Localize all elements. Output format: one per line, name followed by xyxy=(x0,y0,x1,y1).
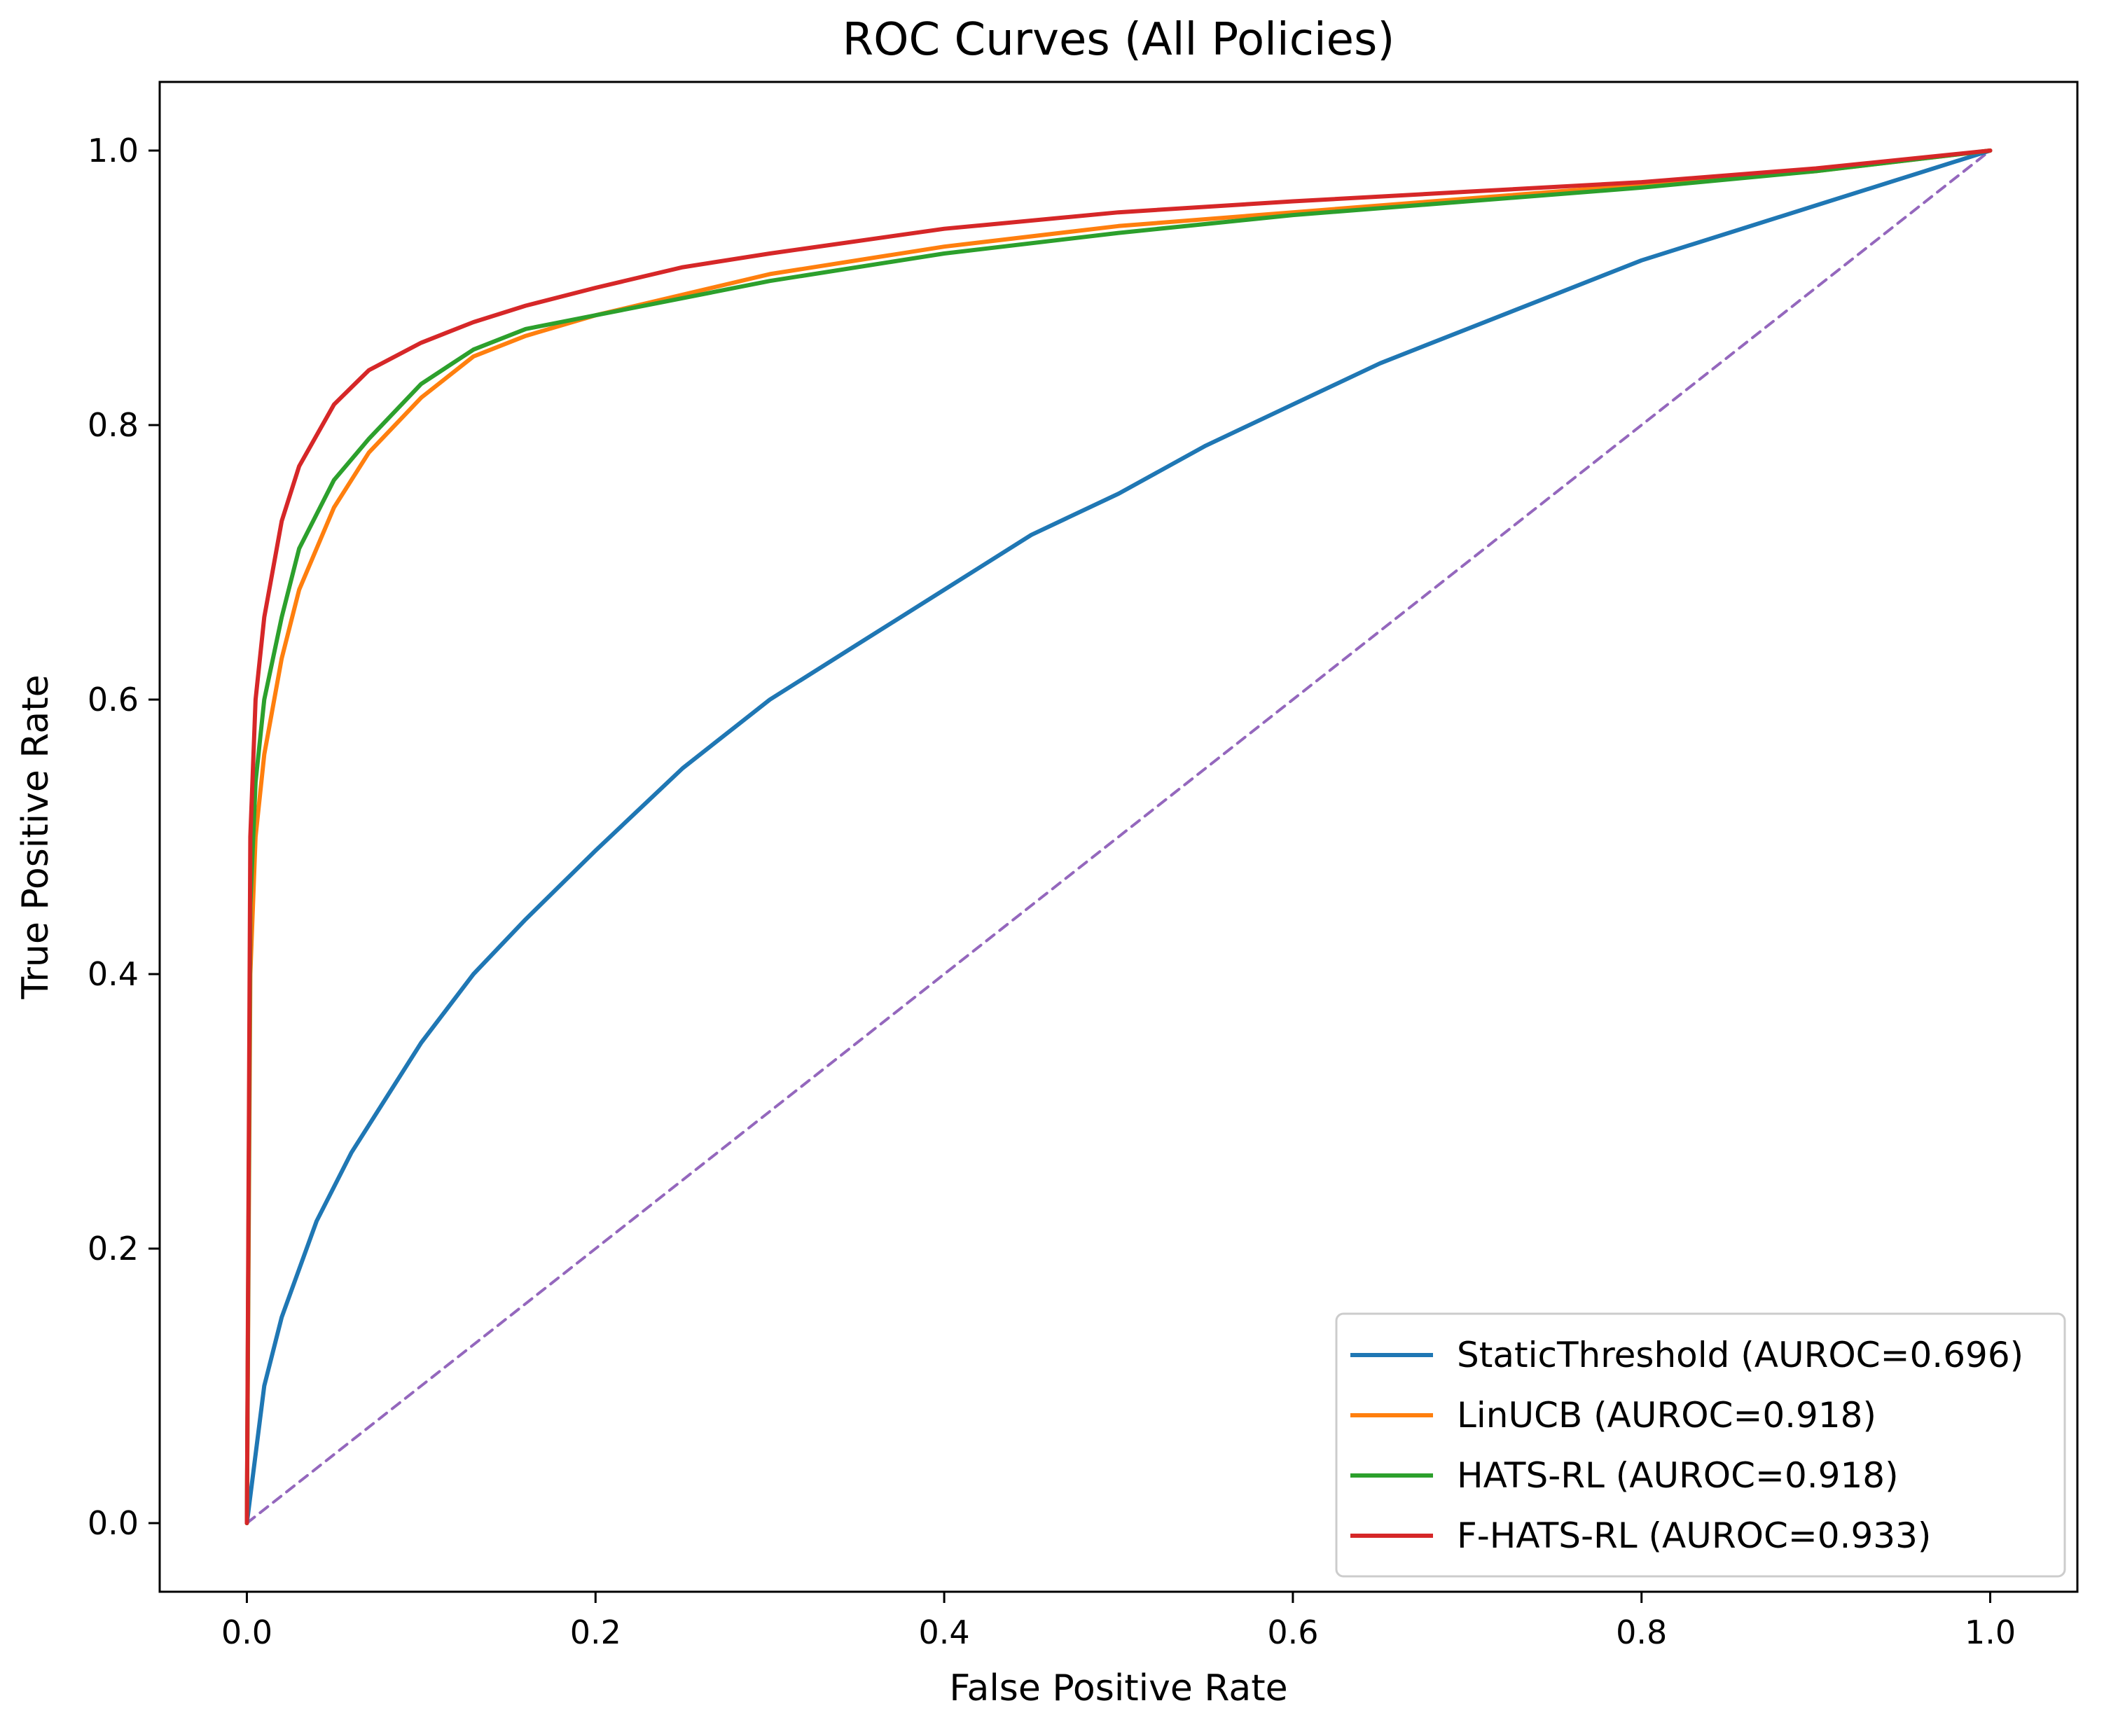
y-axis-label: True Positive Rate xyxy=(15,674,57,999)
x-tick-label: 1.0 xyxy=(1965,1613,2016,1651)
series-line-staticthreshold xyxy=(244,148,1993,1525)
y-tick-label: 0.4 xyxy=(88,955,139,993)
x-axis-label: False Positive Rate xyxy=(949,1667,1287,1709)
y-tick-label: 0.0 xyxy=(88,1504,139,1542)
legend: StaticThreshold (AUROC=0.696) LinUCB (AU… xyxy=(1335,1312,2066,1578)
y-axis: 0.0 0.2 0.4 0.6 0.8 1.0 xyxy=(88,132,160,1542)
y-tick-label: 1.0 xyxy=(88,132,139,169)
series-line-linucb xyxy=(244,148,1993,1525)
x-tick-label: 0.6 xyxy=(1267,1613,1318,1651)
legend-label-linucb: LinUCB (AUROC=0.918) xyxy=(1457,1395,1876,1436)
y-tick-label: 0.8 xyxy=(88,406,139,444)
y-tick-label: 0.2 xyxy=(88,1230,139,1268)
y-tick-label: 0.6 xyxy=(88,681,139,718)
x-tick-label: 0.8 xyxy=(1616,1613,1667,1651)
x-axis: 0.0 0.2 0.4 0.6 0.8 1.0 xyxy=(221,1592,2016,1651)
legend-label-staticthreshold: StaticThreshold (AUROC=0.696) xyxy=(1457,1335,2023,1375)
legend-label-hats-rl: HATS-RL (AUROC=0.918) xyxy=(1457,1455,1899,1496)
x-tick-label: 0.4 xyxy=(919,1613,970,1651)
series-line-hats-rl xyxy=(244,148,1993,1525)
plot-area xyxy=(244,148,1993,1525)
legend-box xyxy=(1335,1312,2066,1578)
series-line-f-hats-rl xyxy=(244,148,1993,1525)
legend-label-f-hats-rl: F-HATS-RL (AUROC=0.933) xyxy=(1457,1515,1931,1556)
plot-frame xyxy=(158,81,2079,1593)
series-line-chance xyxy=(245,149,1992,1525)
chart-title: ROC Curves (All Policies) xyxy=(843,14,1395,66)
x-tick-label: 0.0 xyxy=(221,1613,272,1651)
x-tick-label: 0.2 xyxy=(570,1613,621,1651)
